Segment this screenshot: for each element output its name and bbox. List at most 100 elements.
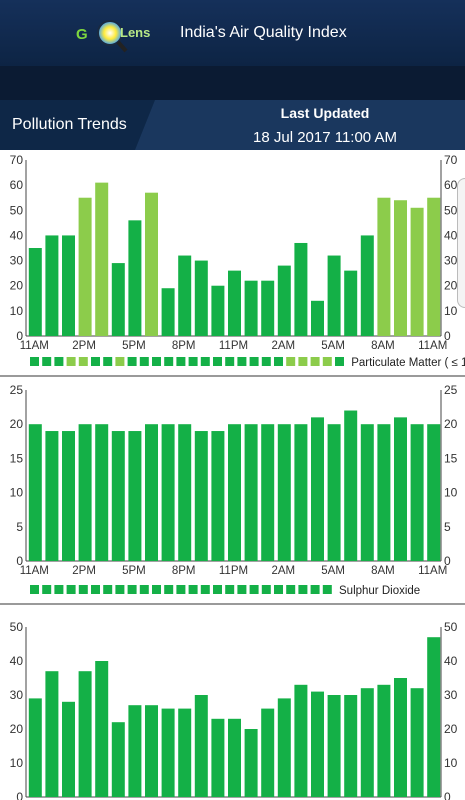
- bar[interactable]: [228, 270, 241, 336]
- bar[interactable]: [228, 718, 241, 797]
- y-tick-label-right: 50: [444, 203, 458, 217]
- bar[interactable]: [360, 688, 374, 797]
- bar[interactable]: [360, 235, 374, 336]
- bar[interactable]: [45, 235, 59, 336]
- particulate-matter-chart[interactable]: 0 0 10 10 20 20 30 30 40 40 50 50 60 60 70 70 11AM 2PM 5PM…: [0, 150, 465, 372]
- bar[interactable]: [244, 424, 258, 561]
- bar[interactable]: [377, 684, 391, 797]
- bar[interactable]: [128, 431, 142, 561]
- bar[interactable]: [194, 260, 208, 336]
- bar[interactable]: [327, 255, 341, 336]
- bar[interactable]: [62, 431, 75, 561]
- bar[interactable]: [228, 424, 241, 561]
- bar[interactable]: [294, 424, 308, 561]
- bar[interactable]: [128, 705, 142, 797]
- bar[interactable]: [311, 300, 324, 336]
- bar[interactable]: [394, 678, 407, 797]
- bar[interactable]: [28, 424, 42, 561]
- bar[interactable]: [211, 718, 225, 797]
- bar[interactable]: [111, 431, 125, 561]
- bar[interactable]: [261, 280, 275, 336]
- bar[interactable]: [95, 661, 109, 797]
- bar[interactable]: [111, 722, 125, 797]
- y-tick-label-right: 10: [444, 486, 458, 500]
- bar[interactable]: [344, 410, 358, 561]
- bar[interactable]: [28, 698, 42, 797]
- bar[interactable]: [28, 248, 42, 336]
- bar[interactable]: [145, 424, 158, 561]
- legend-swatch: [164, 357, 174, 366]
- bar[interactable]: [211, 285, 225, 336]
- legend-swatch: [139, 585, 149, 594]
- bar[interactable]: [394, 417, 407, 561]
- bar[interactable]: [211, 431, 225, 561]
- legend-swatch: [274, 357, 283, 366]
- bar[interactable]: [45, 431, 59, 561]
- bar[interactable]: [410, 688, 424, 797]
- bar[interactable]: [294, 684, 308, 797]
- side-drawer-handle[interactable]: [457, 178, 465, 308]
- y-tick-label-left: 10: [10, 304, 24, 318]
- legend-swatch: [127, 357, 137, 366]
- legend-swatch: [213, 357, 222, 366]
- bar[interactable]: [410, 424, 424, 561]
- app-title: India's Air Quality Index: [180, 24, 347, 41]
- header-band: [0, 66, 465, 100]
- bar[interactable]: [277, 698, 291, 797]
- bar[interactable]: [95, 424, 109, 561]
- bar[interactable]: [410, 207, 424, 336]
- legend-swatch: [30, 357, 39, 366]
- bar[interactable]: [394, 200, 407, 336]
- bar[interactable]: [178, 424, 192, 561]
- bar[interactable]: [311, 691, 324, 797]
- legend-swatch: [225, 585, 235, 594]
- bar[interactable]: [194, 695, 208, 797]
- bar[interactable]: [78, 671, 92, 797]
- y-tick-label-right: 60: [444, 178, 458, 192]
- bar[interactable]: [344, 695, 358, 797]
- bar[interactable]: [277, 424, 291, 561]
- bar[interactable]: [277, 265, 291, 336]
- legend-swatch: [91, 357, 100, 366]
- bar[interactable]: [145, 192, 158, 336]
- y-tick-label-left: 70: [10, 153, 24, 167]
- bar[interactable]: [327, 424, 341, 561]
- bar[interactable]: [161, 424, 175, 561]
- bar[interactable]: [377, 424, 391, 561]
- bar[interactable]: [327, 695, 341, 797]
- bar[interactable]: [111, 263, 125, 336]
- bar[interactable]: [178, 255, 192, 336]
- app-bar: G Lens India's Air Quality Index: [0, 0, 465, 66]
- bar[interactable]: [62, 701, 75, 797]
- bar[interactable]: [427, 637, 441, 797]
- bar[interactable]: [95, 182, 109, 336]
- bar[interactable]: [244, 729, 258, 797]
- bar[interactable]: [294, 242, 308, 336]
- y-tick-label-right: 10: [444, 756, 458, 770]
- bar[interactable]: [62, 235, 75, 336]
- bar[interactable]: [261, 708, 275, 797]
- bar[interactable]: [427, 197, 441, 336]
- bar[interactable]: [427, 424, 441, 561]
- y-tick-label-left: 40: [10, 654, 24, 668]
- bar[interactable]: [261, 424, 275, 561]
- bar[interactable]: [145, 705, 158, 797]
- bar[interactable]: [360, 424, 374, 561]
- bar[interactable]: [128, 220, 142, 336]
- bar[interactable]: [344, 270, 358, 336]
- bar[interactable]: [178, 708, 192, 797]
- third-pollutant-chart[interactable]: 001010202030304040505011AM2PM5PM8PM11PM2…: [0, 606, 465, 800]
- legend-label: Sulphur Dioxide: [339, 585, 420, 597]
- bar[interactable]: [377, 197, 391, 336]
- bar[interactable]: [311, 417, 324, 561]
- x-tick-label: 8AM: [371, 340, 395, 352]
- bar[interactable]: [78, 424, 92, 561]
- bar[interactable]: [78, 197, 92, 336]
- bar[interactable]: [194, 431, 208, 561]
- bar[interactable]: [244, 280, 258, 336]
- sulphur-dioxide-chart[interactable]: 0 0 5 5 10 10 15 15 20 20 25 25 11AM 2PM 5PM 8PM 11PM 2AM…: [0, 378, 465, 598]
- bar[interactable]: [45, 671, 59, 797]
- y-tick-label-left: 20: [10, 722, 24, 736]
- bar[interactable]: [161, 708, 175, 797]
- bar[interactable]: [161, 288, 175, 336]
